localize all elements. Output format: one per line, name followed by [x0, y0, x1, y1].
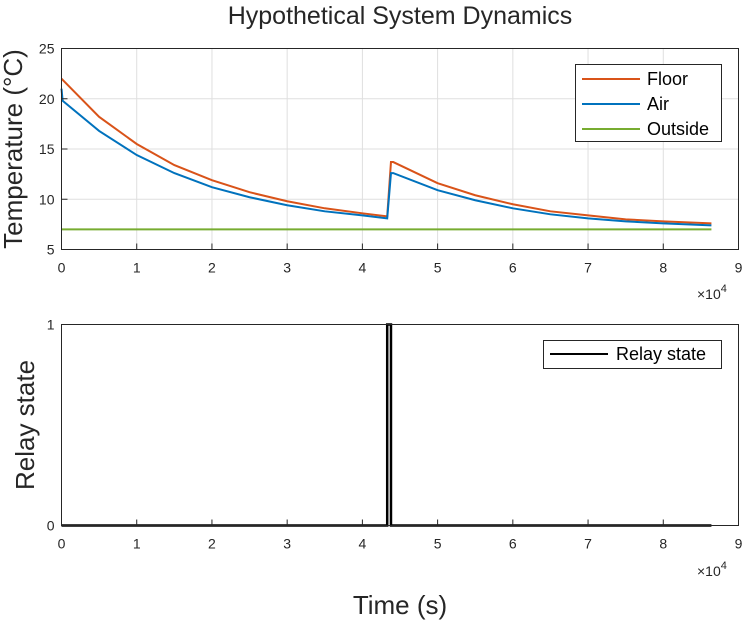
relay-x-exponent: ×104	[697, 560, 727, 579]
x-tick-label: 5	[434, 536, 442, 552]
relay-x-exponent-base: ×10	[697, 563, 721, 579]
x-tick-label: 3	[283, 260, 291, 276]
y-tick-label: 5	[47, 242, 55, 258]
x-tick-label: 8	[659, 260, 667, 276]
x-tick-label: 1	[133, 260, 141, 276]
x-tick-label: 2	[208, 536, 216, 552]
series-line-air	[60, 88, 712, 227]
x-tick-label: 8	[659, 536, 667, 552]
legend-air-label: Air	[647, 94, 669, 114]
legend-floor-label: Floor	[647, 69, 688, 89]
x-tick-label: 0	[58, 260, 66, 276]
x-tick-label: 9	[735, 536, 743, 552]
temperature-x-exponent-power: 4	[721, 283, 727, 295]
relay-y-label: Relay state	[10, 360, 40, 490]
y-tick-label: 15	[39, 141, 55, 157]
relay-y-ticks: 01	[47, 317, 68, 534]
x-tick-label: 6	[509, 260, 517, 276]
chart-title: Hypothetical System Dynamics	[228, 2, 573, 30]
x-axis-label: Time (s)	[353, 590, 447, 620]
y-tick-label: 0	[47, 518, 55, 534]
x-tick-label: 0	[58, 536, 66, 552]
x-tick-label: 9	[735, 260, 743, 276]
temperature-y-ticks: 5 10 15 20 25	[39, 41, 68, 258]
relay-axes-box	[61, 324, 739, 526]
x-tick-label: 4	[358, 536, 366, 552]
temperature-y-label: Temperature (°C)	[0, 49, 28, 249]
x-tick-label: 7	[584, 536, 592, 552]
x-tick-label: 1	[133, 536, 141, 552]
relay-x-exponent-power: 4	[721, 560, 727, 572]
x-tick-label: 5	[434, 260, 442, 276]
x-tick-label: 2	[208, 260, 216, 276]
temperature-x-exponent-base: ×10	[697, 286, 721, 302]
temperature-grid	[61, 48, 739, 250]
y-tick-label: 20	[39, 91, 55, 107]
y-tick-label: 25	[39, 41, 55, 57]
x-tick-label: 4	[358, 260, 366, 276]
temperature-x-ticks: 0 1 2 3 4 5 6 7 8 9	[58, 243, 743, 276]
temperature-legend: Floor Air Outside	[575, 64, 722, 142]
y-tick-label: 10	[39, 191, 55, 207]
y-tick-label: 1	[47, 317, 55, 333]
legend-relay-label: Relay state	[616, 344, 706, 364]
x-tick-label: 3	[283, 536, 291, 552]
relay-x-ticks: 0 1 2 3 4 5 6 7 8 9	[58, 519, 743, 552]
legend-outside-label: Outside	[647, 119, 709, 139]
relay-legend: Relay state	[543, 340, 722, 369]
temperature-x-exponent: ×104	[697, 283, 727, 302]
x-tick-label: 6	[509, 536, 517, 552]
temperature-series	[60, 77, 712, 231]
x-tick-label: 7	[584, 260, 592, 276]
